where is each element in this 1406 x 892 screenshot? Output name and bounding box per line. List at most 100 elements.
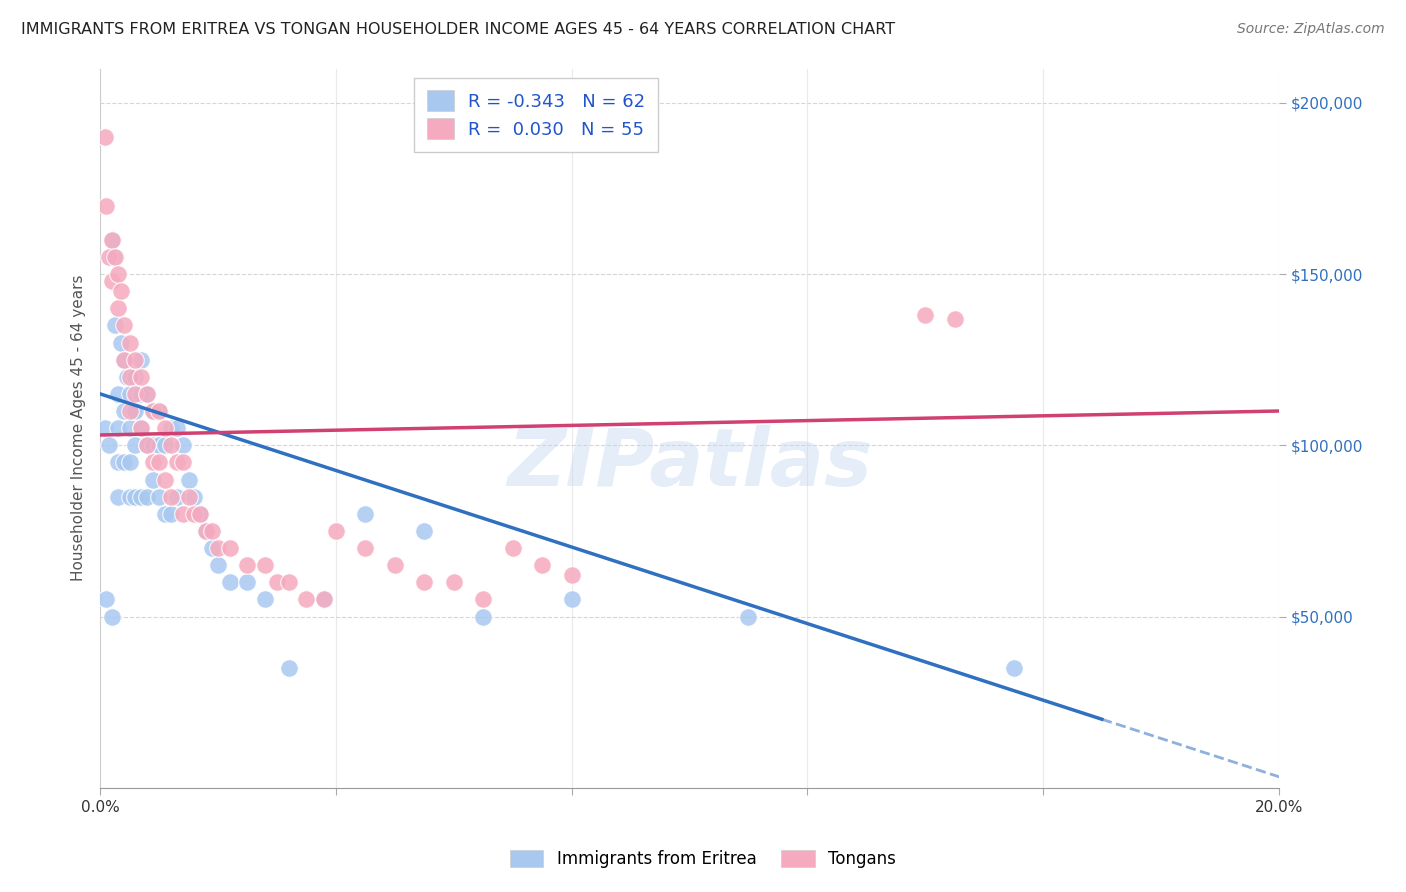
Point <box>354 541 377 555</box>
Point <box>142 473 165 487</box>
Point <box>1002 661 1025 675</box>
Point <box>131 421 153 435</box>
Point <box>737 609 759 624</box>
Point <box>112 404 135 418</box>
Point <box>118 421 141 435</box>
Point <box>177 490 200 504</box>
Point <box>354 507 377 521</box>
Point <box>207 558 229 573</box>
Point <box>104 318 127 333</box>
Point <box>148 438 170 452</box>
Legend: Immigrants from Eritrea, Tongans: Immigrants from Eritrea, Tongans <box>503 843 903 875</box>
Point <box>142 455 165 469</box>
Point <box>325 524 347 538</box>
Point <box>136 387 159 401</box>
Point <box>201 524 224 538</box>
Point <box>131 421 153 435</box>
Point <box>112 352 135 367</box>
Point <box>561 592 583 607</box>
Point <box>218 541 240 555</box>
Point <box>107 387 129 401</box>
Y-axis label: Householder Income Ages 45 - 64 years: Householder Income Ages 45 - 64 years <box>72 275 86 582</box>
Point <box>101 274 124 288</box>
Point <box>172 455 194 469</box>
Point <box>107 301 129 316</box>
Point <box>136 490 159 504</box>
Point <box>107 490 129 504</box>
Point <box>112 455 135 469</box>
Point <box>312 592 335 607</box>
Point <box>142 438 165 452</box>
Point <box>254 558 277 573</box>
Point <box>160 421 183 435</box>
Point <box>136 387 159 401</box>
Point <box>101 250 124 264</box>
Point <box>107 421 129 435</box>
Point <box>118 335 141 350</box>
Point <box>131 387 153 401</box>
Point <box>112 318 135 333</box>
Point <box>153 421 176 435</box>
Point <box>413 524 436 538</box>
Point <box>195 524 218 538</box>
Point <box>218 575 240 590</box>
Point <box>142 404 165 418</box>
Point <box>312 592 335 607</box>
Point <box>166 455 188 469</box>
Text: ZIPatlas: ZIPatlas <box>508 425 872 503</box>
Point <box>153 473 176 487</box>
Point <box>118 369 141 384</box>
Point <box>943 311 966 326</box>
Point <box>384 558 406 573</box>
Point <box>277 575 299 590</box>
Point <box>107 267 129 281</box>
Point <box>160 438 183 452</box>
Point <box>94 421 117 435</box>
Point <box>914 308 936 322</box>
Point <box>172 507 194 521</box>
Point <box>118 490 141 504</box>
Point <box>201 541 224 555</box>
Point <box>153 438 176 452</box>
Point <box>177 473 200 487</box>
Point <box>131 490 153 504</box>
Point <box>98 250 121 264</box>
Text: Source: ZipAtlas.com: Source: ZipAtlas.com <box>1237 22 1385 37</box>
Point <box>94 198 117 212</box>
Point <box>131 352 153 367</box>
Point <box>142 404 165 418</box>
Point <box>110 335 132 350</box>
Point <box>101 609 124 624</box>
Point <box>101 233 124 247</box>
Point <box>166 421 188 435</box>
Point <box>124 490 146 504</box>
Point <box>236 575 259 590</box>
Point <box>118 387 141 401</box>
Point <box>472 592 495 607</box>
Point <box>124 387 146 401</box>
Point <box>443 575 465 590</box>
Legend: R = -0.343   N = 62, R =  0.030   N = 55: R = -0.343 N = 62, R = 0.030 N = 55 <box>415 78 658 152</box>
Point <box>148 404 170 418</box>
Point <box>148 404 170 418</box>
Point <box>124 404 146 418</box>
Point <box>188 507 211 521</box>
Point <box>98 438 121 452</box>
Point <box>131 369 153 384</box>
Point <box>110 284 132 298</box>
Point <box>112 352 135 367</box>
Point <box>124 438 146 452</box>
Point <box>277 661 299 675</box>
Point <box>502 541 524 555</box>
Point <box>124 369 146 384</box>
Point <box>107 455 129 469</box>
Point <box>207 541 229 555</box>
Point <box>188 507 211 521</box>
Point <box>160 490 183 504</box>
Point <box>104 250 127 264</box>
Point <box>266 575 288 590</box>
Point <box>236 558 259 573</box>
Point <box>118 455 141 469</box>
Point <box>115 369 138 384</box>
Point <box>124 352 146 367</box>
